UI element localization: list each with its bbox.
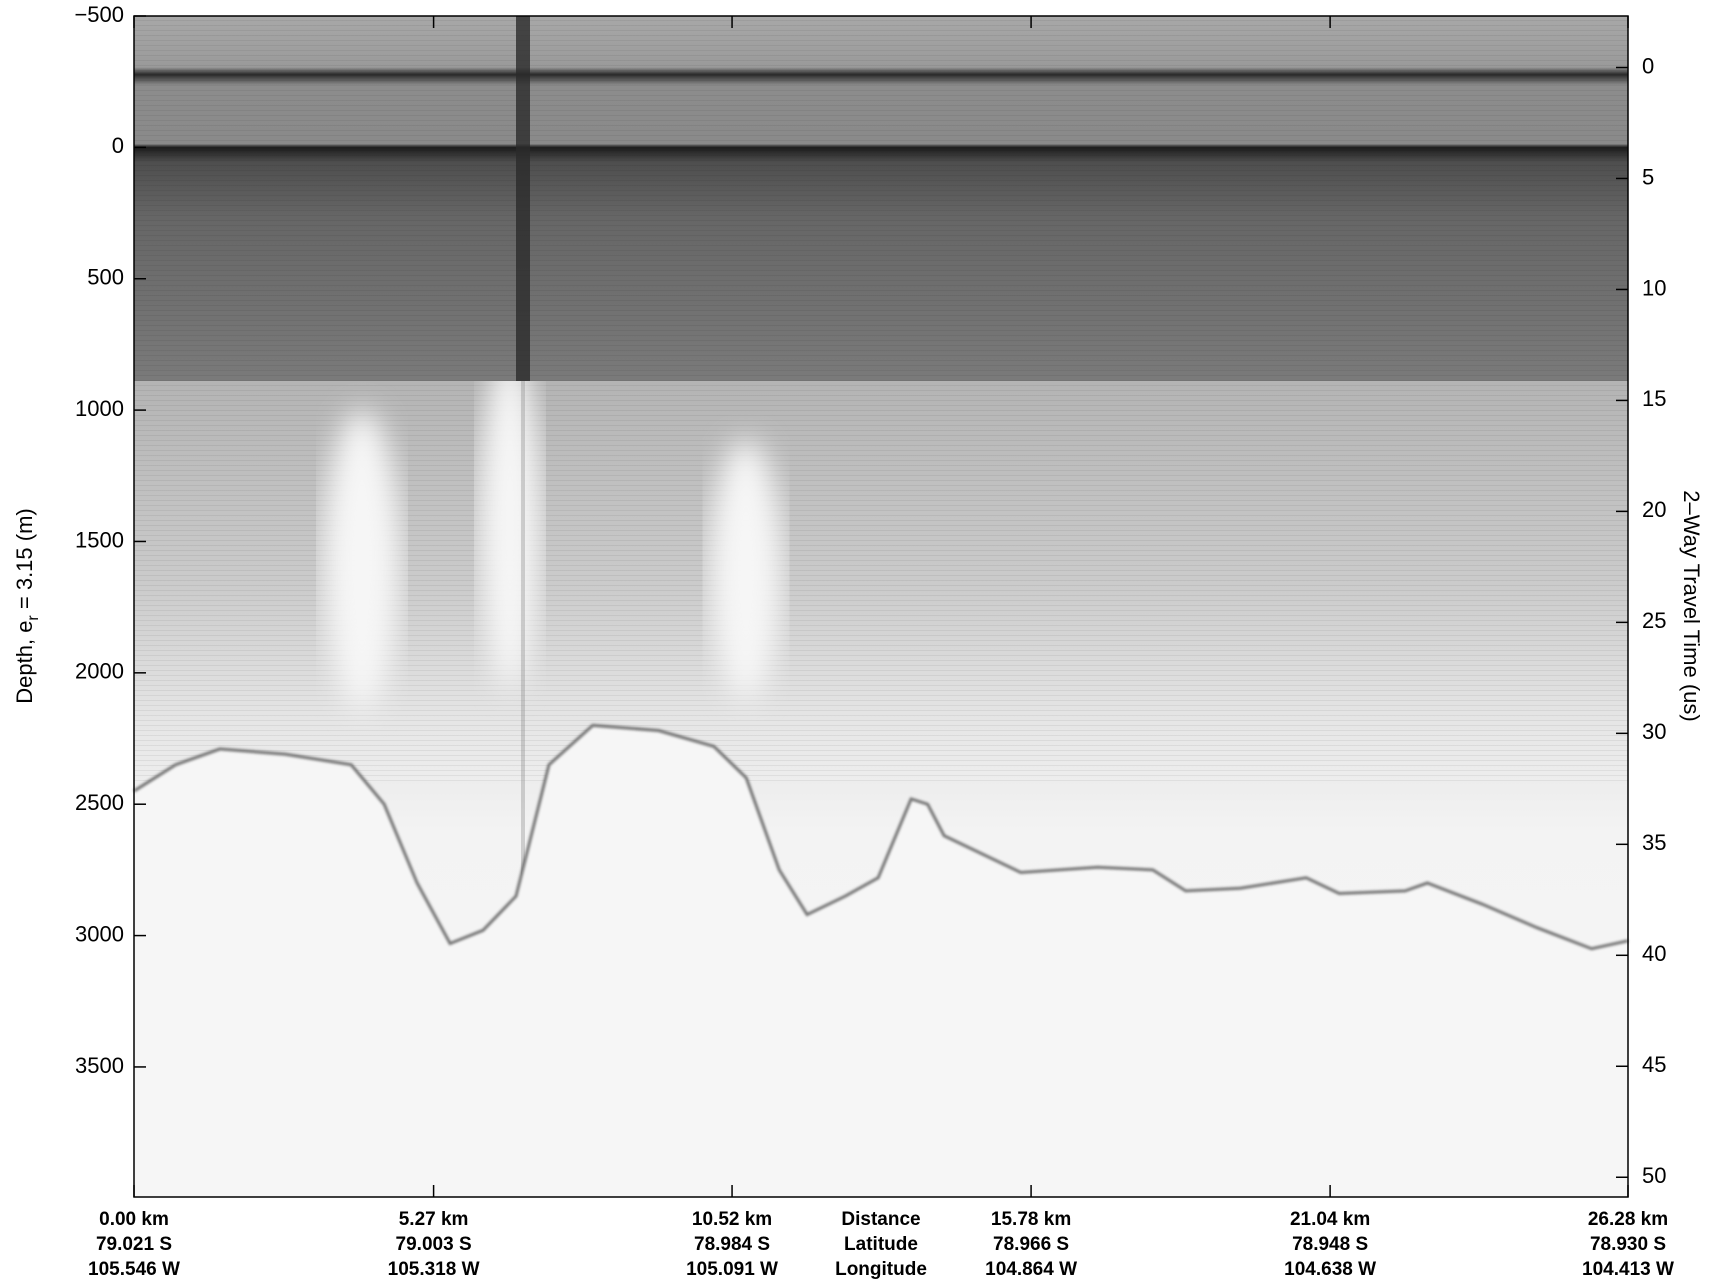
- y2-tick-label: 10: [1642, 275, 1666, 300]
- y2-tick-label: 35: [1642, 830, 1666, 855]
- x-tick-longitude: 104.864 W: [985, 1259, 1077, 1280]
- bed-layer: [133, 723, 1629, 1197]
- x-row-label: Longitude: [835, 1259, 927, 1280]
- x-tick-longitude: 104.638 W: [1284, 1259, 1376, 1280]
- y2-tick-label: 50: [1642, 1163, 1666, 1188]
- y-label-main: Depth, e: [12, 621, 37, 704]
- y2-tick-label: 5: [1642, 164, 1654, 189]
- y-tick-label: 3000: [75, 921, 124, 946]
- y-tick-label: 1500: [75, 527, 124, 552]
- y-tick-label: −500: [74, 2, 124, 27]
- y2-tick-label: 40: [1642, 941, 1666, 966]
- x-tick-latitude: 78.984 S: [694, 1234, 770, 1255]
- x-row-label: Distance: [841, 1209, 920, 1230]
- y2-tick-label: 25: [1642, 608, 1666, 633]
- y-label-rest: = 3.15 (m): [12, 508, 37, 615]
- x-tick-label: 10.52 km: [692, 1209, 772, 1230]
- x-tick-label: 5.27 km: [399, 1209, 469, 1230]
- x-tick-latitude: 78.966 S: [993, 1234, 1069, 1255]
- x-tick-latitude: 78.948 S: [1292, 1234, 1368, 1255]
- y-label-subscript: r: [25, 615, 42, 621]
- x-tick-latitude: 79.021 S: [96, 1234, 172, 1255]
- x-tick-label: 26.28 km: [1588, 1209, 1668, 1230]
- y2-tick-label: 0: [1642, 53, 1654, 78]
- x-row-label: Latitude: [844, 1234, 918, 1255]
- x-tick-longitude: 105.546 W: [88, 1259, 180, 1280]
- x-tick-longitude: 105.318 W: [388, 1259, 480, 1280]
- x-tick-label: 0.00 km: [99, 1209, 169, 1230]
- y-tick-label: 2500: [75, 790, 124, 815]
- x-tick-latitude: 79.003 S: [396, 1234, 472, 1255]
- y-tick-label: 1000: [75, 396, 124, 421]
- x-tick-label: 21.04 km: [1290, 1209, 1370, 1230]
- bed-reflector: [133, 723, 1629, 951]
- y-tick-label: 0: [112, 133, 124, 158]
- y-tick-label: 2000: [75, 659, 124, 684]
- x-tick-label: 15.78 km: [991, 1209, 1071, 1230]
- y2-tick-label: 30: [1642, 719, 1666, 744]
- x-tick-longitude: 105.091 W: [686, 1259, 778, 1280]
- x-tick-longitude: 104.413 W: [1582, 1259, 1674, 1280]
- y2-tick-label: 15: [1642, 386, 1666, 411]
- echogram-image: [134, 16, 1628, 1197]
- y2-tick-label: 45: [1642, 1052, 1666, 1077]
- y-tick-label: 500: [87, 265, 124, 290]
- y2-tick-label: 20: [1642, 497, 1666, 522]
- y2-axis-label: 2–Way Travel Time (us): [1679, 490, 1704, 721]
- y-axis-label: Depth, er = 3.15 (m): [12, 508, 42, 703]
- plot-frame: [133, 15, 1629, 1198]
- x-tick-latitude: 78.930 S: [1590, 1234, 1666, 1255]
- bed-area: [134, 725, 1628, 1197]
- y-tick-label: 3500: [75, 1053, 124, 1078]
